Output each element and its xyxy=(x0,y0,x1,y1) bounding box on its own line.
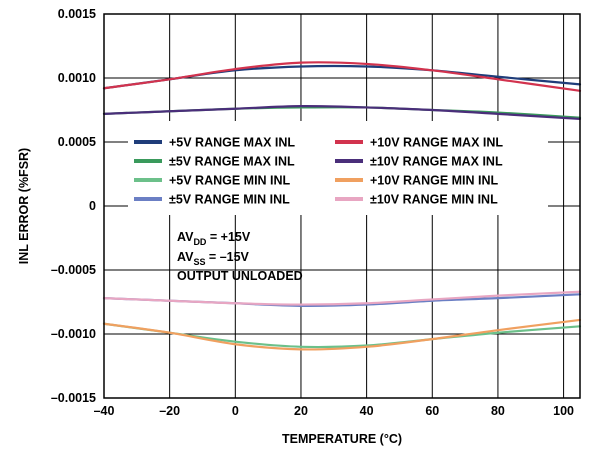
y-tick-label: 0.0015 xyxy=(58,7,96,21)
y-tick-label: 0 xyxy=(89,199,96,213)
series-line-7-10v-range-min-inl xyxy=(102,318,582,351)
annotation-line-2: AVSS = –15V xyxy=(177,250,250,267)
legend-label: ±5V RANGE MAX INL xyxy=(169,155,295,169)
legend-label: +5V RANGE MIN INL xyxy=(169,174,291,188)
x-tick-label: 80 xyxy=(491,404,505,418)
x-axis-label: TEMPERATURE (°C) xyxy=(282,432,402,446)
series-line-3-5v-range-min-inl xyxy=(102,322,582,349)
legend-label: ±10V RANGE MAX INL xyxy=(370,155,503,169)
x-tick-label: –40 xyxy=(94,404,115,418)
series-line-8-10v-range-min-inl xyxy=(102,290,582,306)
conditions-annotation: AVDD = +15V AVSS = –15V OUTPUT UNLOADED xyxy=(177,230,303,283)
y-tick-label: –0.0005 xyxy=(51,263,96,277)
annotation-line-1: AVDD = +15V xyxy=(177,230,251,247)
series-line-2-5v-range-max-inl xyxy=(102,106,582,119)
series-line-6-10v-range-max-inl xyxy=(102,105,582,121)
x-tick-label: 40 xyxy=(360,404,374,418)
y-tick-label: –0.0010 xyxy=(51,327,96,341)
x-tick-label: –20 xyxy=(159,404,180,418)
legend: +5V RANGE MAX INL ±5V RANGE MAX INL +5V RA… xyxy=(128,121,548,215)
x-tick-label: 100 xyxy=(553,404,574,418)
y-axis-label: INL ERROR (%FSR) xyxy=(17,148,31,264)
x-tick-labels: –40 –20 0 20 40 60 80 100 xyxy=(94,404,574,418)
y-tick-labels: 0.0015 0.0010 0.0005 0 –0.0005 –0.0010 –0.0015 xyxy=(51,7,96,405)
x-tick-label: 0 xyxy=(232,404,239,418)
legend-label: +10V RANGE MAX INL xyxy=(370,136,503,150)
legend-label: +5V RANGE MAX INL xyxy=(169,136,295,150)
annotation-line-3: OUTPUT UNLOADED xyxy=(177,269,303,283)
legend-label: ±5V RANGE MIN INL xyxy=(169,193,290,207)
series-line-1-5v-range-max-inl xyxy=(102,64,582,90)
plot-frame xyxy=(103,13,581,399)
x-tick-label: 20 xyxy=(294,404,308,418)
legend-label: +10V RANGE MIN INL xyxy=(370,174,499,188)
y-tick-label: –0.0015 xyxy=(51,391,96,405)
legend-label: ±10V RANGE MIN INL xyxy=(370,193,498,207)
y-tick-label: 0.0005 xyxy=(58,135,96,149)
x-tick-label: 60 xyxy=(425,404,439,418)
series-lines xyxy=(102,61,582,351)
y-tick-label: 0.0010 xyxy=(58,71,96,85)
series-line-5-10v-range-max-inl xyxy=(102,61,582,92)
